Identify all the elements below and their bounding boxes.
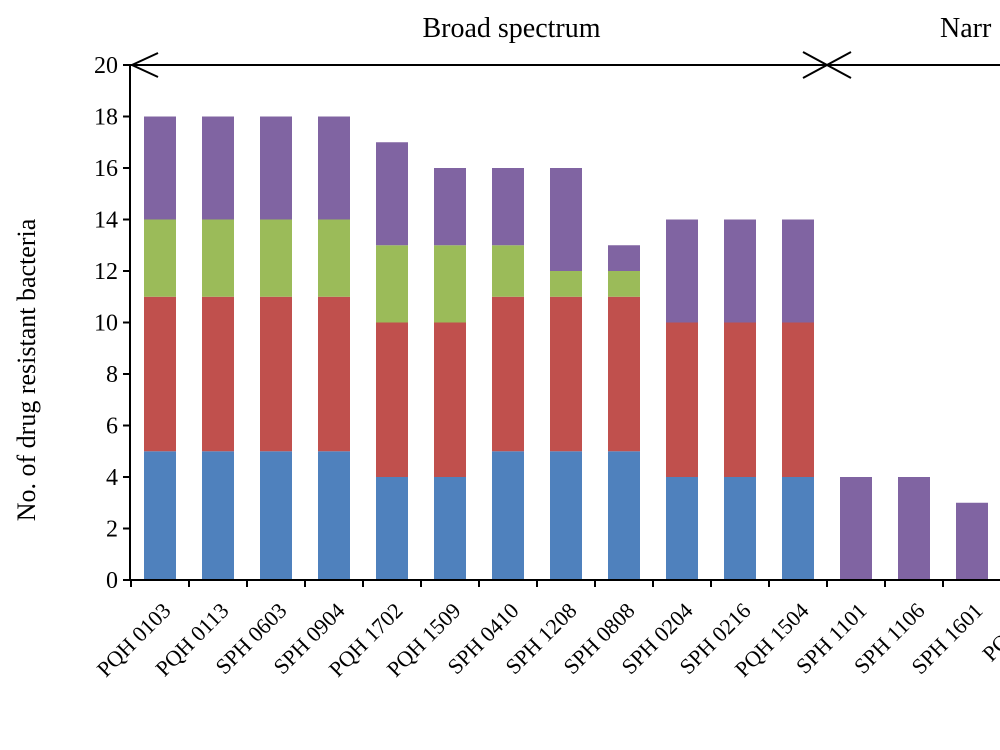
bar-segment <box>492 245 524 297</box>
bar-segment <box>782 477 814 580</box>
arrowhead-left <box>824 51 852 79</box>
bar-segment <box>434 168 466 246</box>
bar-segment <box>666 219 698 323</box>
group-label-narrow: Narr <box>940 13 992 44</box>
bar-segment <box>144 451 176 580</box>
bar-segment <box>318 296 350 452</box>
y-tick-label: 16 <box>94 156 118 182</box>
annotations: Broad spectrum Narr <box>129 13 1000 79</box>
bar-segment <box>318 451 350 580</box>
arrowhead-left <box>129 52 159 78</box>
bar-segment <box>492 451 524 580</box>
bar-segment <box>608 245 640 271</box>
bar-segment <box>782 219 814 323</box>
bar-segment <box>724 477 756 580</box>
y-tick-label: 2 <box>106 517 118 543</box>
bar-segment <box>550 168 582 271</box>
bar-segment <box>434 477 466 580</box>
bar-segment <box>550 451 582 580</box>
y-ticks: 0 2 4 6 8 10 12 14 16 18 20 <box>94 53 130 594</box>
y-tick-label: 6 <box>106 414 118 440</box>
x-tick-label: PQH 04 <box>977 598 1000 666</box>
bar-segment <box>376 142 408 246</box>
bar-segment <box>202 451 234 580</box>
bar-segment <box>434 245 466 323</box>
bar-segment <box>724 322 756 477</box>
bar-segment <box>144 219 176 297</box>
bar-segment <box>840 477 872 580</box>
bar-segment <box>260 451 292 580</box>
bar-segment <box>376 322 408 477</box>
bar-segment <box>898 477 930 580</box>
bar-segment <box>492 168 524 246</box>
y-axis-label: No. of drug resistant bacteria <box>12 218 41 521</box>
bar-segment <box>550 296 582 452</box>
bar-segment <box>376 245 408 323</box>
group-label-broad: Broad spectrum <box>422 13 600 44</box>
bar-segment <box>782 322 814 477</box>
y-tick-label: 0 <box>106 568 118 594</box>
bar-segment <box>144 296 176 452</box>
bar-segment <box>144 116 176 220</box>
y-tick-label: 20 <box>94 53 118 79</box>
y-tick-label: 18 <box>94 105 118 131</box>
bar-segment <box>492 296 524 452</box>
bar-segment <box>318 219 350 297</box>
y-tick-label: 12 <box>94 259 118 285</box>
bar-segment <box>260 296 292 452</box>
bar-segment <box>434 322 466 477</box>
bar-segment <box>550 271 582 297</box>
bar-segment <box>260 116 292 220</box>
bar-segment <box>608 296 640 452</box>
y-tick-label: 8 <box>106 362 118 388</box>
bar-segment <box>666 322 698 477</box>
bar-segment <box>724 219 756 323</box>
bar-segment <box>608 451 640 580</box>
bars <box>144 116 988 580</box>
bar-segment <box>260 219 292 297</box>
bar-segment <box>318 116 350 220</box>
bar-segment <box>666 477 698 580</box>
y-tick-label: 4 <box>106 465 118 491</box>
y-tick-label: 10 <box>94 311 118 337</box>
bar-segment <box>608 271 640 297</box>
bar-segment <box>376 477 408 580</box>
bar-segment <box>202 219 234 297</box>
bar-segment <box>956 502 988 580</box>
bar-segment <box>202 116 234 220</box>
bar-segment <box>202 296 234 452</box>
y-tick-label: 14 <box>94 208 118 234</box>
